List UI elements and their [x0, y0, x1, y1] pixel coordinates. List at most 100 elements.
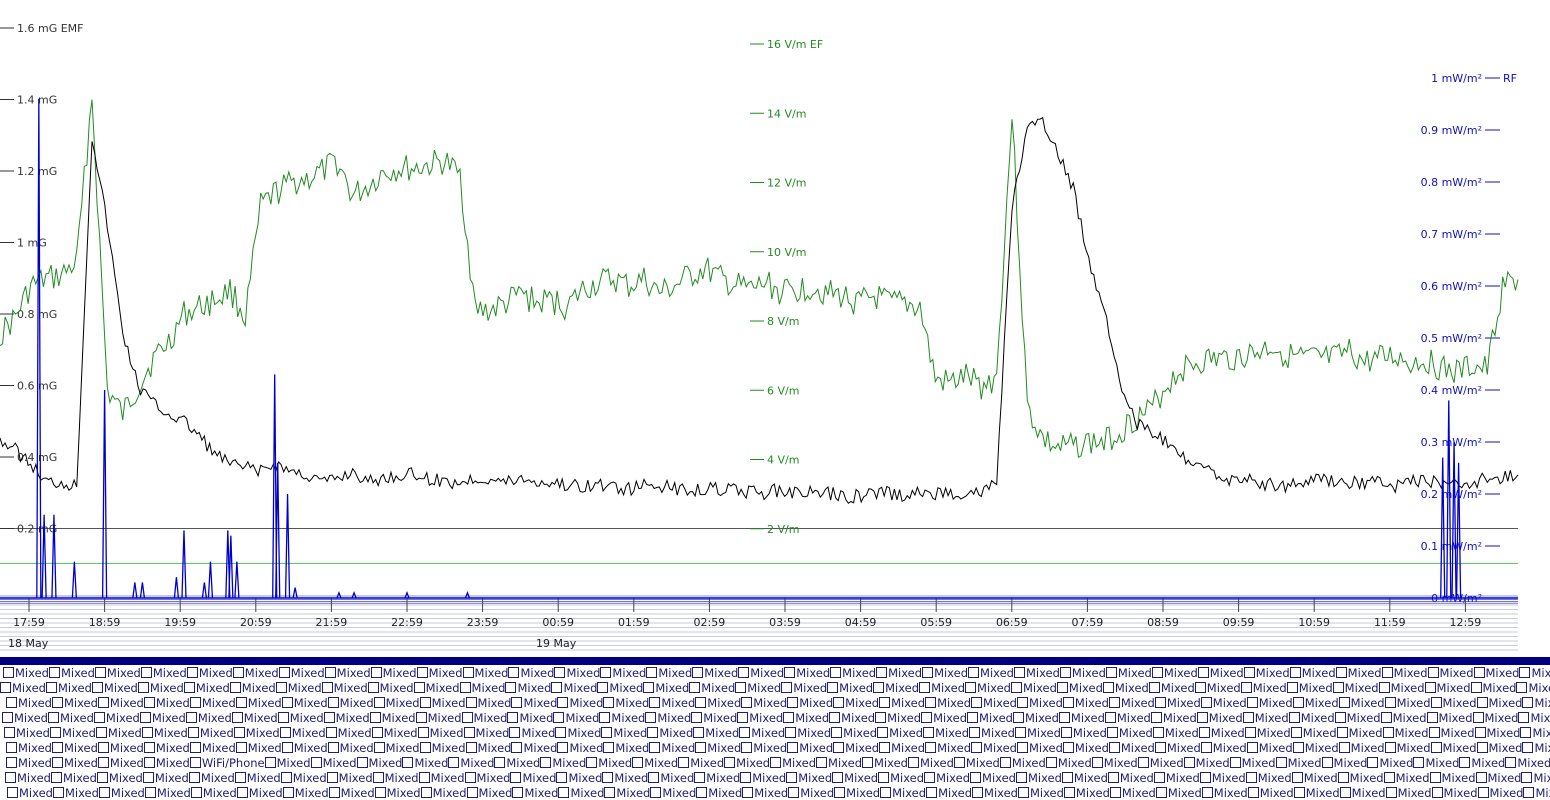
- legend-cell: Mixed: [556, 771, 602, 786]
- legend-cell: Mixed: [830, 666, 876, 681]
- legend-cell: Mixed: [1290, 666, 1336, 681]
- legend-cell: Mixed: [969, 726, 1015, 741]
- legend-cell: Mixed: [783, 711, 829, 726]
- rf-spike: [1446, 400, 1452, 599]
- legend-cell: Mixed: [1063, 741, 1109, 756]
- legend-cell: Mixed: [724, 756, 770, 771]
- rf-spike: [1440, 457, 1446, 599]
- legend-cell: Mixed: [1202, 786, 1248, 800]
- legend-cell: Mixed: [649, 696, 695, 711]
- legend-cell: Mixed: [1245, 726, 1291, 741]
- legend-cell: Mixed: [3, 666, 49, 681]
- legend-row: Mixed Mixed Mixed Mixed Mixed Mixed Mixed Mixed…: [0, 711, 1550, 726]
- legend-cell: Mixed: [508, 666, 554, 681]
- legend-cell: Mixed: [1013, 711, 1059, 726]
- legend-cell: Mixed: [1046, 756, 1092, 771]
- legend-cell: Mixed: [1000, 756, 1046, 771]
- legend-cell: Mixed: [7, 786, 53, 800]
- legend-cell: Mixed: [695, 696, 741, 711]
- legend-cell: Mixed: [829, 711, 875, 726]
- rf-tick-label: 0.3 mW/m²: [1421, 436, 1482, 449]
- legend-cell: Mixed: [1476, 771, 1522, 786]
- ef-tick-label: 2 V/m: [767, 523, 799, 536]
- legend-cell: Mixed: [923, 726, 969, 741]
- time-tick-label: 08:59: [1147, 616, 1179, 629]
- legend-cell: Mixed: [1477, 696, 1523, 711]
- legend-cell: Mixed: [282, 741, 328, 756]
- legend-cell: Mixed: [925, 741, 971, 756]
- legend-cell: Mixed: [414, 681, 460, 696]
- legend-cell: Mixed: [1151, 711, 1197, 726]
- legend-cell: Mixed: [1016, 771, 1062, 786]
- time-tick-label: 21:59: [316, 616, 348, 629]
- legend-cell: Mixed: [4, 726, 50, 741]
- legend-cell: Mixed: [186, 711, 232, 726]
- legend-cell: Mixed: [692, 666, 738, 681]
- legend-cell: Mixed: [50, 726, 96, 741]
- legend-cell: Mixed: [1522, 696, 1550, 711]
- legend-cell: Mixed: [1230, 756, 1276, 771]
- legend-cell: Mixed: [98, 756, 144, 771]
- legend-cell: Mixed: [141, 666, 187, 681]
- legend-cell: Mixed: [600, 666, 646, 681]
- time-tick-label: 03:59: [769, 616, 801, 629]
- legend-cell: Mixed: [145, 786, 191, 800]
- legend-cell: Mixed: [1522, 741, 1550, 756]
- legend-cell: Mixed: [282, 696, 328, 711]
- legend-cell: Mixed: [190, 696, 236, 711]
- legend-cell: Mixed: [1471, 681, 1517, 696]
- legend-cell: Mixed: [1383, 726, 1429, 741]
- legend-cell: Mixed: [374, 696, 420, 711]
- time-tick-label: 20:59: [240, 616, 272, 629]
- legend-cell: Mixed: [1333, 681, 1379, 696]
- legend-cell: Mixed: [1431, 696, 1477, 711]
- legend-cell: Mixed: [1248, 786, 1294, 800]
- legend-cell: Mixed: [1059, 711, 1105, 726]
- legend-cell: Mixed: [234, 726, 280, 741]
- legend-cell: Mixed: [329, 786, 375, 800]
- legend-cell: Mixed: [645, 711, 691, 726]
- legend-cell: Mixed: [1523, 786, 1550, 800]
- rf-tick-label: 0.7 mW/m²: [1421, 228, 1482, 241]
- time-tick-label: 17:59: [13, 616, 45, 629]
- legend-cell: Mixed: [328, 696, 374, 711]
- legend-cell: Mixed: [466, 696, 512, 711]
- emf-tick-label: 1.4 mG: [17, 94, 57, 107]
- legend-cell: Mixed: [831, 726, 877, 741]
- legend-cell: Mixed: [1520, 726, 1550, 741]
- legend-cell: Mixed: [1152, 666, 1198, 681]
- legend-cell: Mixed: [1340, 786, 1386, 800]
- legend-cell: Mixed: [921, 711, 967, 726]
- legend-cell: Mixed: [416, 711, 462, 726]
- emf-tick-label: 1.6 mG EMF: [17, 22, 84, 35]
- legend-cell: Mixed: [1057, 681, 1103, 696]
- legend-cell: Mixed: [1195, 681, 1241, 696]
- legend-cell: Mixed: [1017, 696, 1063, 711]
- legend-cell: Mixed: [1379, 681, 1425, 696]
- rf-spike: [132, 582, 138, 599]
- legend-cell: Mixed: [52, 741, 98, 756]
- legend-cell: Mixed: [419, 771, 465, 786]
- legend-cell: Mixed: [602, 771, 648, 786]
- legend-cell: Mixed: [279, 666, 325, 681]
- legend-cell: Mixed: [46, 681, 92, 696]
- legend-cell: Mixed: [1425, 681, 1471, 696]
- rf-spike: [464, 590, 471, 599]
- mode-legend: Mixed Mixed Mixed Mixed Mixed Mixed Mixed Mixed…: [0, 657, 1550, 800]
- emf-series-line: [0, 116, 1519, 504]
- legend-rows: Mixed Mixed Mixed Mixed Mixed Mixed Mixed Mixed…: [0, 666, 1550, 800]
- legend-cell: Mixed: [448, 756, 494, 771]
- ef-tick-label: 10 V/m: [767, 246, 806, 259]
- legend-cell: Mixed: [1384, 771, 1430, 786]
- rf-spike: [292, 587, 298, 599]
- legend-cell: Mixed: [632, 756, 678, 771]
- legend-cell: Mixed: [1198, 666, 1244, 681]
- legend-cell: Mixed: [877, 726, 923, 741]
- legend-cell: Mixed: [375, 786, 421, 800]
- rf-spike: [234, 561, 240, 599]
- legend-row: Mixed Mixed Mixed Mixed Mixed Mixed Mixed Mixed…: [0, 696, 1550, 711]
- legend-row: Mixed Mixed Mixed Mixed Mixed Mixed Mixed Mixed…: [0, 681, 1550, 696]
- legend-cell: Mixed: [94, 711, 140, 726]
- legend-cell: Mixed: [557, 741, 603, 756]
